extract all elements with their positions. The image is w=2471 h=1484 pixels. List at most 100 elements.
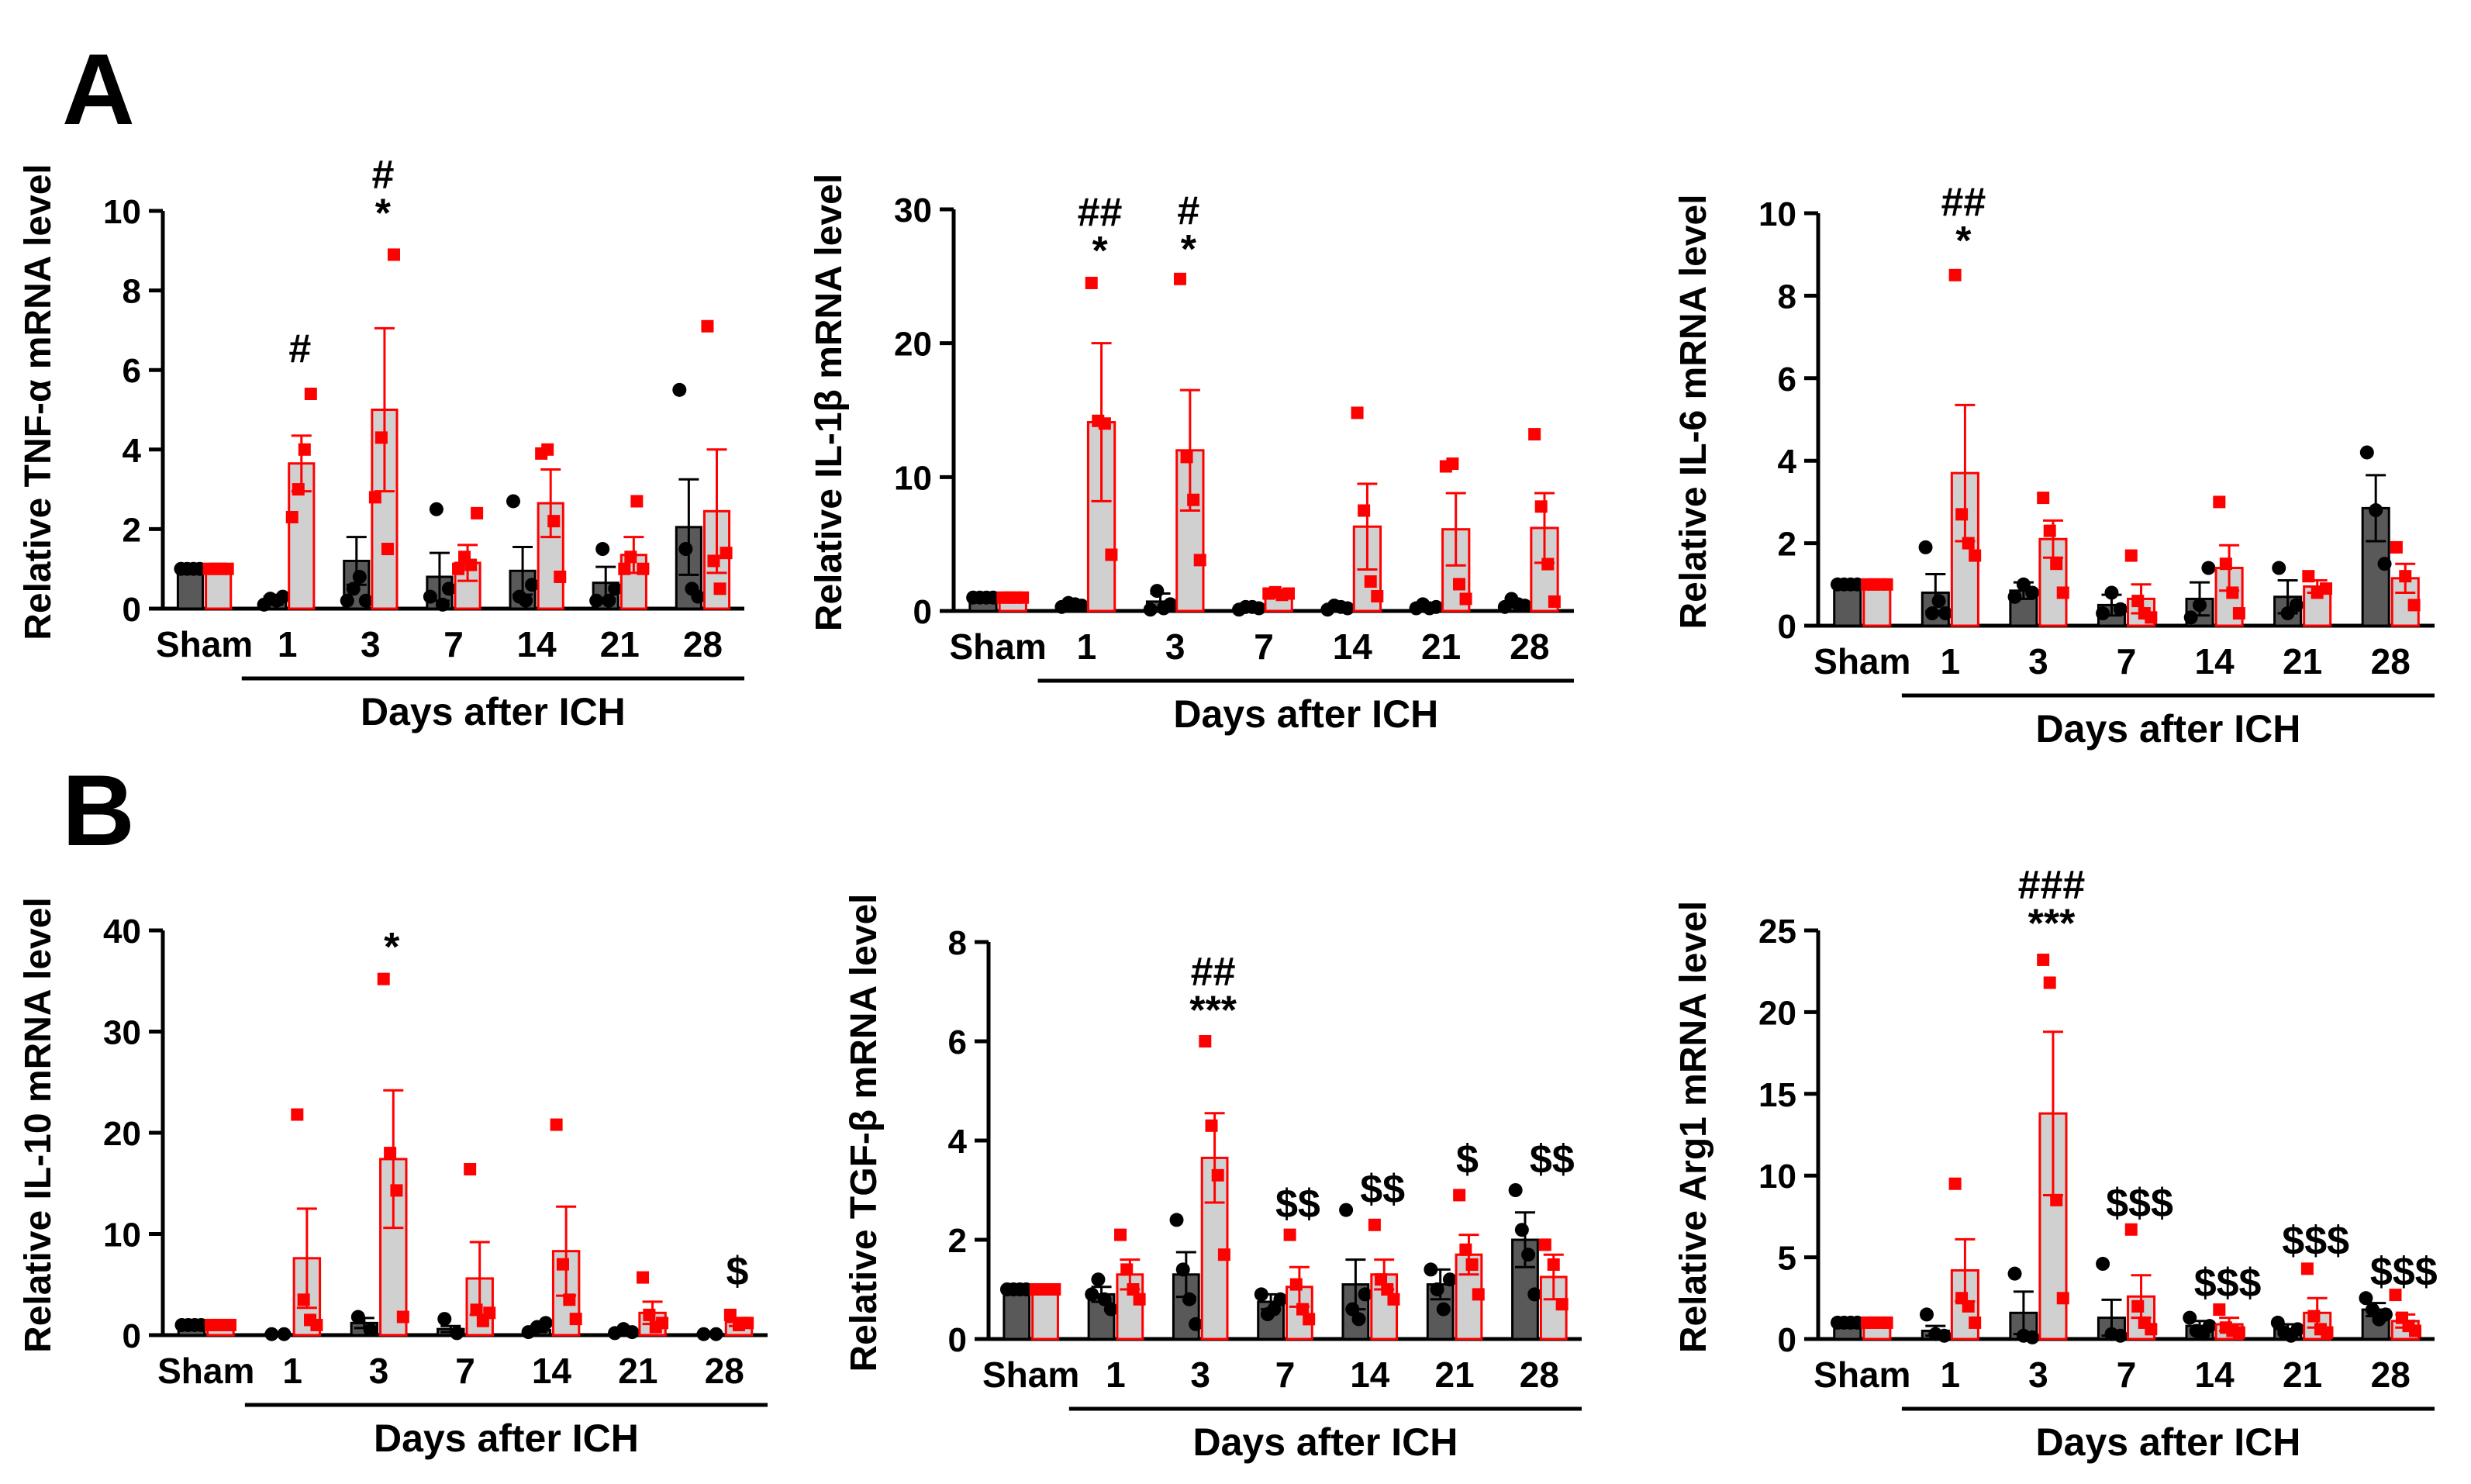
dark-data-point [352, 569, 367, 584]
dark-data-point [429, 502, 443, 516]
red-data-point [2124, 549, 2138, 562]
red-data-point [1199, 1035, 1212, 1047]
red-data-point [2302, 570, 2315, 583]
dark-data-point [1143, 602, 1158, 617]
dark-data-point [2113, 1328, 2128, 1343]
dark-data-point [1436, 1302, 1451, 1317]
red-data-point [1547, 1258, 1560, 1271]
x-tick-label: 1 [1077, 626, 1097, 667]
x-tick-label: 28 [1520, 1355, 1559, 1395]
dark-data-point [358, 593, 373, 608]
dark-data-point [1517, 599, 1532, 613]
x-tick-label: Sham [157, 1351, 254, 1391]
x-tick-label: 21 [600, 624, 640, 664]
red-data-point [2407, 599, 2421, 612]
panel-label-b: B [62, 754, 135, 867]
dark-data-point [2378, 1307, 2393, 1322]
dark-data-point [1508, 1183, 1523, 1197]
dark-data-point [625, 1325, 640, 1340]
red-data-point [1375, 1273, 1388, 1286]
significance-marker: * [1092, 229, 1108, 274]
red-bar [205, 568, 233, 610]
red-data-point [285, 511, 299, 524]
dark-data-point [441, 582, 456, 596]
red-data-point [1211, 1168, 1224, 1182]
y-tick-label: 0 [123, 591, 141, 629]
significance-marker: *** [1189, 989, 1237, 1034]
red-data-point [1955, 508, 1969, 521]
red-data-point [556, 1258, 569, 1271]
x-tick-label: 7 [2117, 1355, 2137, 1395]
x-tick-label: 3 [2028, 1355, 2048, 1395]
dark-data-point [2272, 561, 2286, 575]
x-tick-label: 14 [532, 1351, 572, 1391]
red-data-point [1127, 1283, 1140, 1296]
dark-data-point [2016, 577, 2031, 592]
dark-data-point [538, 1316, 553, 1330]
significance-marker: $$ [1530, 1137, 1575, 1182]
x-tick-label: Sham [950, 626, 1047, 667]
dark-data-point [350, 1310, 365, 1324]
significance-marker: *** [2028, 901, 2076, 946]
red-data-point [1133, 1292, 1146, 1306]
red-data-point [2050, 557, 2063, 571]
significance-marker: * [1181, 227, 1197, 272]
x-tick-label: 21 [1434, 1355, 1474, 1395]
significance-marker: $$ [1360, 1167, 1405, 1212]
red-data-point [223, 1318, 236, 1331]
dark-data-point [2193, 598, 2207, 613]
x-axis-label: Days after ICH [374, 1417, 639, 1460]
y-tick-label: 25 [1758, 913, 1796, 951]
red-data-point [291, 1108, 304, 1121]
y-tick-label: 10 [894, 459, 932, 497]
dark-data-point [1351, 1312, 1366, 1327]
dark-bar [1003, 1288, 1031, 1341]
y-tick-label: 6 [1778, 361, 1796, 399]
red-data-point [381, 543, 394, 556]
red-data-point [1351, 406, 1364, 419]
significance-marker: * [375, 192, 392, 236]
dark-data-point [1097, 1292, 1112, 1306]
red-data-point [1465, 1258, 1479, 1271]
red-data-point [452, 562, 465, 575]
dark-data-point [1175, 1262, 1190, 1277]
red-data-point [2131, 1299, 2145, 1313]
dark-data-point [340, 593, 354, 608]
x-tick-label: 7 [455, 1351, 475, 1391]
dark-data-point [672, 382, 687, 397]
x-tick-label: 21 [1421, 626, 1461, 667]
red-data-point [630, 495, 644, 508]
dark-data-point [1931, 594, 1946, 609]
significance-marker: * [1955, 219, 1972, 264]
y-tick-label: 20 [894, 326, 932, 364]
significance-marker: $$$ [2370, 1249, 2438, 1294]
red-data-point [1358, 504, 1371, 517]
x-tick-label: Sham [1814, 1355, 1910, 1395]
significance-marker: $$$ [2282, 1218, 2349, 1263]
dark-data-point [2007, 1266, 2022, 1281]
red-data-point [2320, 582, 2333, 595]
dark-data-point [1182, 1292, 1196, 1306]
x-tick-label: 3 [369, 1351, 389, 1391]
dark-data-point [2025, 1330, 2040, 1344]
dark-data-point [2359, 445, 2374, 460]
chart-4: 0 10 20 30 40 Relative IL-10 mRNA level Sham 1 3… [18, 897, 768, 1460]
red-data-point [1548, 595, 1561, 608]
red-data-point [1282, 587, 1295, 600]
y-tick-label: 0 [948, 1321, 967, 1359]
dark-data-point [1254, 1287, 1268, 1302]
significance-marker: # [1177, 188, 1199, 233]
dark-data-point [525, 578, 540, 592]
significance-marker: # [371, 153, 394, 198]
x-tick-label: 7 [2117, 641, 2137, 682]
x-tick-label: 3 [361, 624, 381, 664]
dark-data-point [506, 494, 521, 509]
red-bar [1031, 1288, 1059, 1341]
x-tick-label: 21 [618, 1351, 657, 1391]
red-data-point [471, 506, 484, 519]
x-tick-label: 3 [1165, 626, 1185, 667]
red-data-point [2037, 953, 2050, 966]
y-tick-label: 8 [123, 273, 141, 311]
